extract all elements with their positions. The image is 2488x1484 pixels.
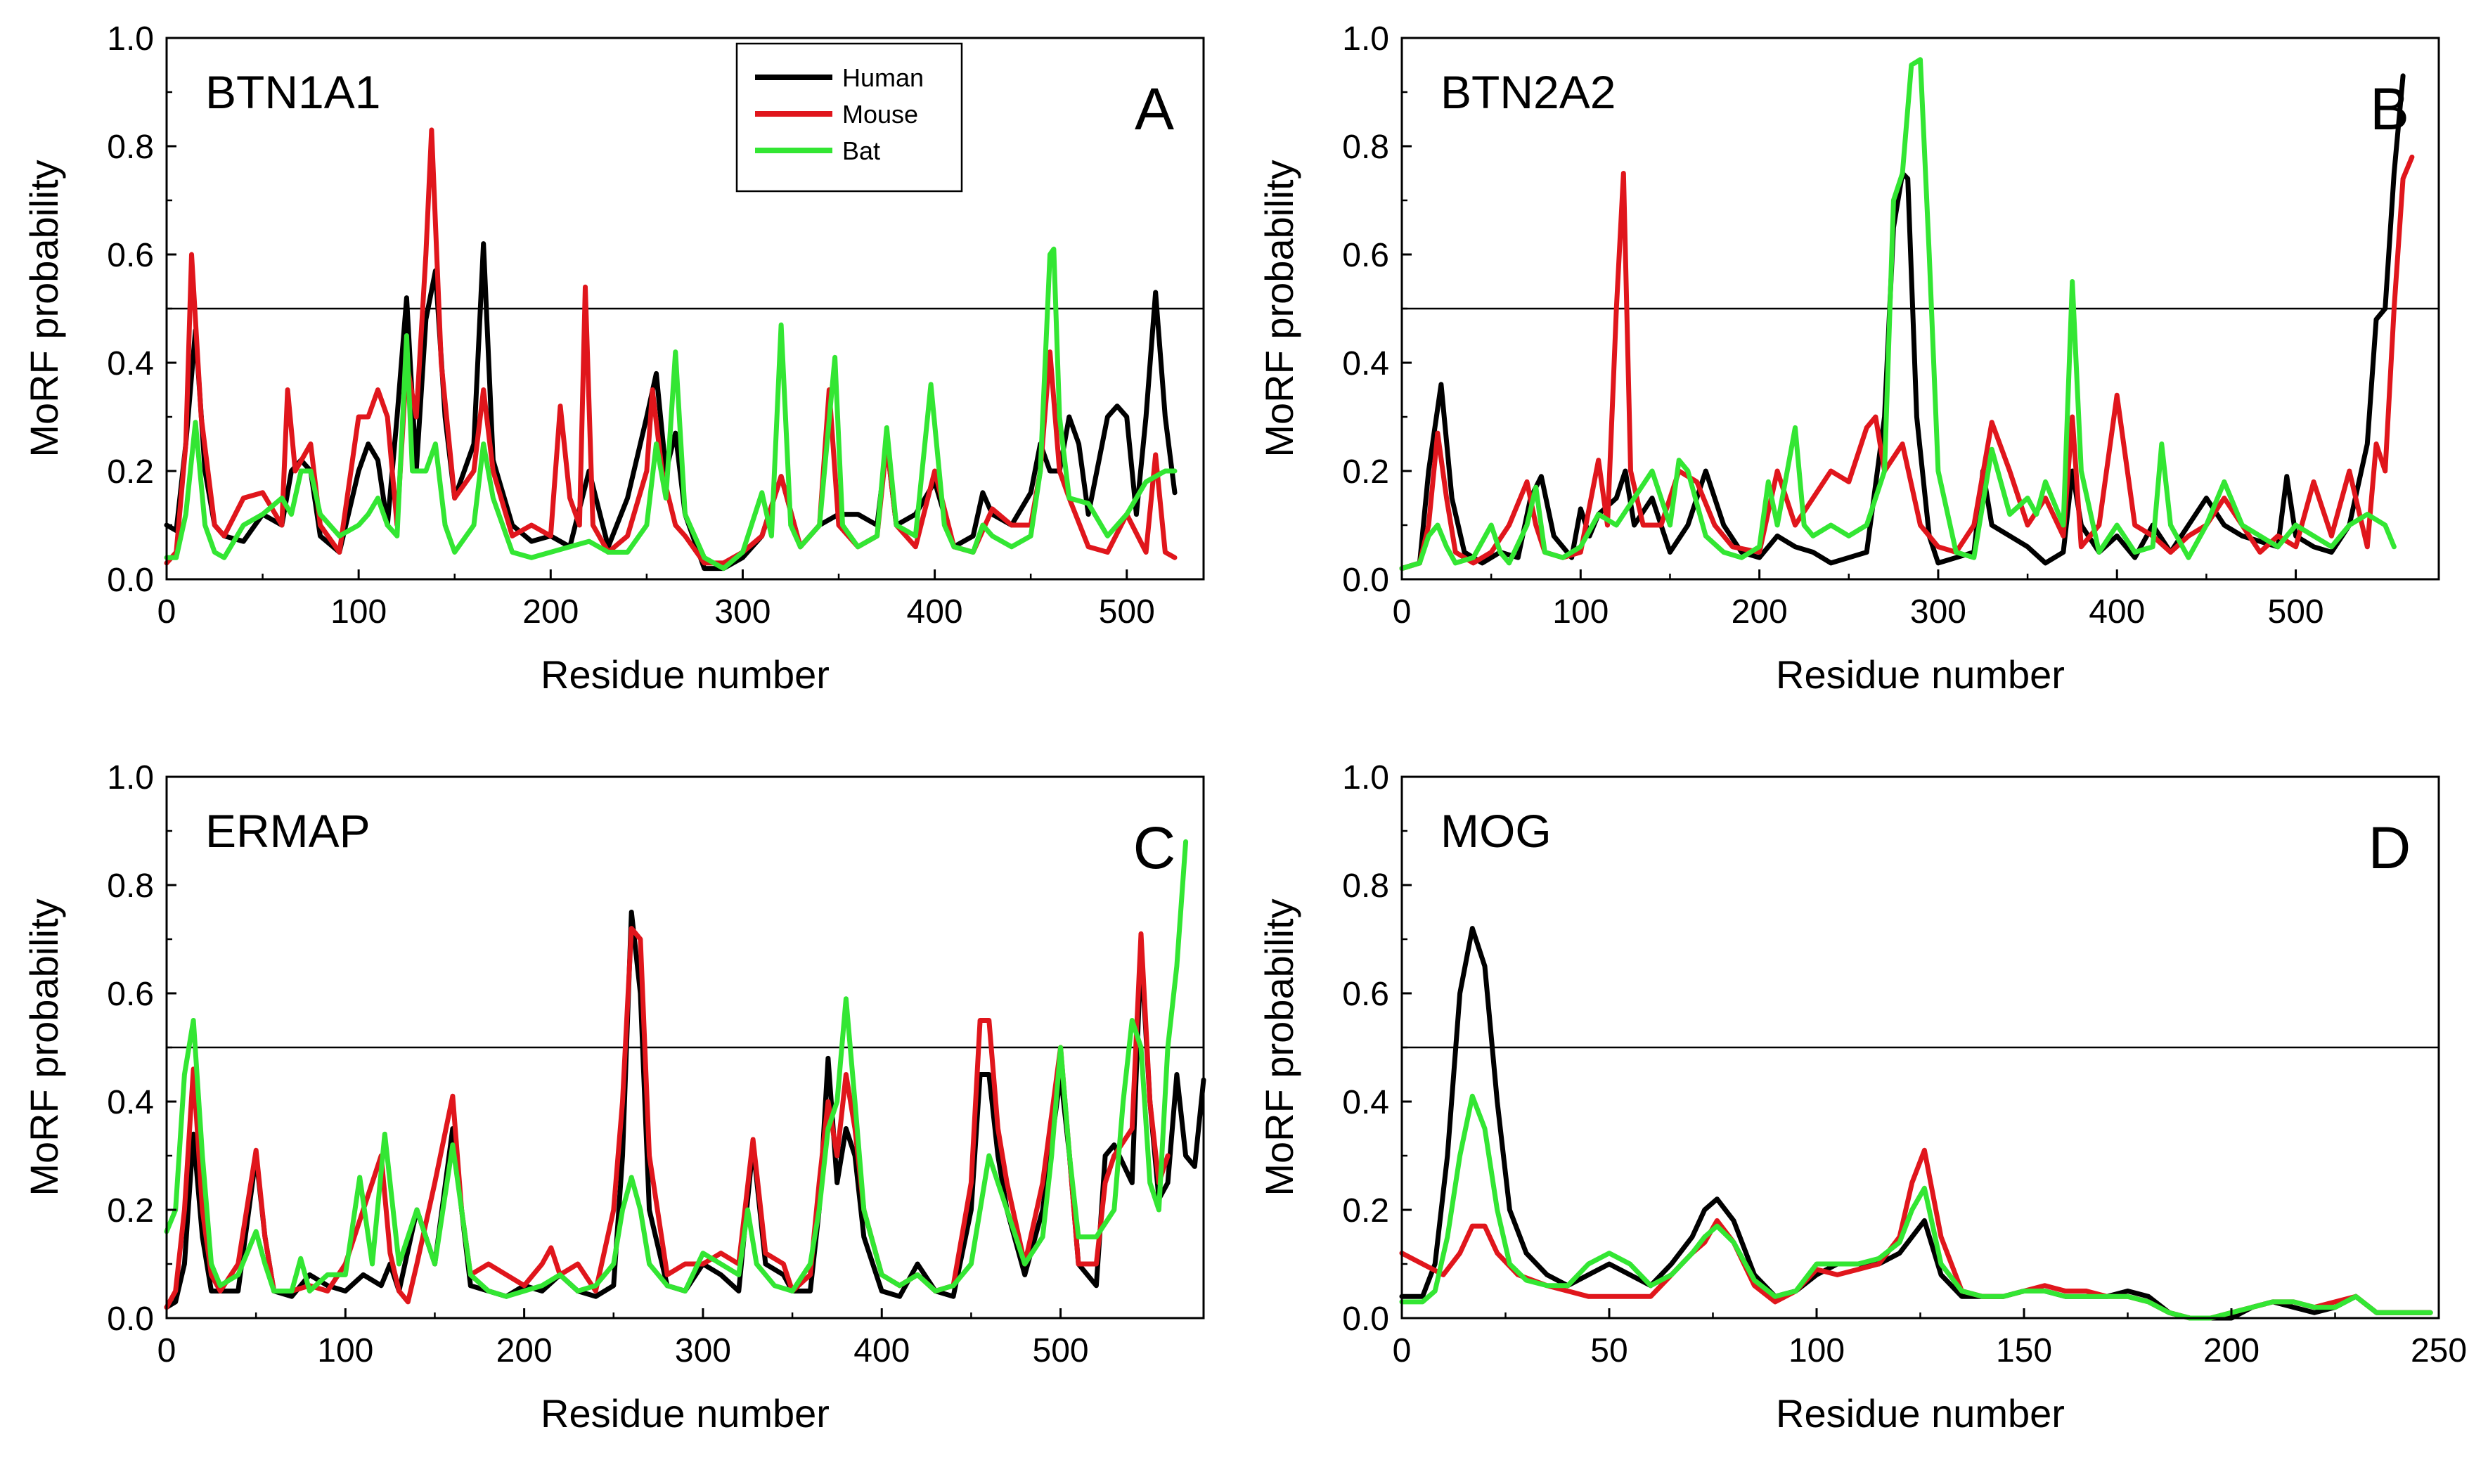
legend: Human Mouse Bat	[735, 42, 963, 193]
y-tick-label-d: 0.4	[1342, 1084, 1389, 1121]
y-tick-label-a: 0.0	[107, 562, 154, 599]
panel-letter-d: D	[2368, 815, 2411, 881]
y-tick-label-a: 0.6	[107, 237, 154, 274]
series-group-a	[164, 127, 1178, 572]
panel-title-a: BTN1A1	[205, 66, 380, 118]
y-tick-label-a: 0.2	[107, 453, 154, 491]
x-tick-label-b: 200	[1732, 593, 1788, 631]
x-tick-label-d: 50	[1590, 1332, 1627, 1369]
y-axis-title-a: MoRF probability	[22, 160, 66, 457]
legend-label-human: Human	[842, 63, 924, 92]
legend-label-bat: Bat	[842, 136, 880, 165]
y-tick-label-c: 0.8	[107, 867, 154, 905]
series-line-bat-a	[164, 246, 1178, 572]
panel-letter-b: B	[2370, 76, 2409, 142]
x-tick-label-a: 400	[907, 593, 963, 631]
series-group-c	[164, 839, 1206, 1310]
x-axis-title-d: Residue number	[1776, 1391, 2065, 1435]
x-tick-label-a: 0	[157, 593, 176, 631]
y-tick-label-b: 0.2	[1342, 453, 1389, 491]
y-axis-title-b: MoRF probability	[1257, 160, 1301, 457]
panel-title-d: MOG	[1440, 805, 1552, 857]
y-tick-label-a: 1.0	[107, 20, 154, 58]
x-tick-label-a: 100	[330, 593, 387, 631]
series-group-d	[1399, 926, 2433, 1321]
x-tick-label-c: 0	[157, 1332, 176, 1369]
y-tick-label-d: 1.0	[1342, 759, 1389, 796]
y-tick-label-c: 0.4	[107, 1084, 154, 1121]
x-tick-label-b: 0	[1393, 593, 1412, 631]
panel-letter-a: A	[1135, 76, 1174, 142]
legend-label-mouse: Mouse	[842, 100, 918, 129]
x-axis-title-a: Residue number	[541, 652, 830, 697]
y-tick-label-d: 0.6	[1342, 976, 1389, 1013]
panel-title-c: ERMAP	[205, 805, 370, 857]
x-tick-label-d: 250	[2411, 1332, 2467, 1369]
series-line-bat-d	[1399, 1093, 2433, 1321]
series-line-mouse-c	[164, 926, 1171, 1310]
panel-d: 0 50 100 150 200 250 0.0 0.2 0.4 0.6 0.8 1.0 Residue…	[1257, 759, 2467, 1435]
y-tick-label-b: 0.8	[1342, 129, 1389, 166]
y-tick-label-d: 0.8	[1342, 867, 1389, 905]
panel-a: 0 100 200 300 400 500 0.0 0.2 0.4 0.6 0.8 1.0 Residu…	[22, 20, 1205, 697]
x-tick-label-b: 100	[1552, 593, 1609, 631]
x-tick-label-c: 300	[675, 1332, 731, 1369]
y-tick-label-c: 0.0	[107, 1301, 154, 1338]
x-axis-title-c: Residue number	[541, 1391, 830, 1435]
x-tick-label-c: 100	[317, 1332, 373, 1369]
y-tick-label-c: 1.0	[107, 759, 154, 796]
x-tick-label-c: 400	[853, 1332, 910, 1369]
y-tick-label-b: 0.0	[1342, 562, 1389, 599]
x-tick-label-a: 500	[1099, 593, 1155, 631]
x-tick-label-a: 300	[714, 593, 771, 631]
x-tick-label-c: 500	[1033, 1332, 1089, 1369]
series-line-bat-b	[1399, 57, 2397, 572]
x-tick-label-d: 150	[1996, 1332, 2052, 1369]
panel-b: 0 100 200 300 400 500 0.0 0.2 0.4 0.6 0.8 1.0 Residu…	[1257, 20, 2440, 697]
x-tick-label-d: 200	[2203, 1332, 2260, 1369]
panel-c: 0 100 200 300 400 500 0.0 0.2 0.4 0.6 0.8 1.0 Residu…	[22, 759, 1206, 1435]
x-axis-title-b: Residue number	[1776, 652, 2065, 697]
panel-letter-c: C	[1133, 815, 1176, 881]
x-tick-label-b: 400	[2089, 593, 2145, 631]
y-tick-label-a: 0.4	[107, 345, 154, 382]
x-tick-label-d: 0	[1393, 1332, 1412, 1369]
x-tick-label-d: 100	[1788, 1332, 1845, 1369]
y-tick-label-a: 0.8	[107, 129, 154, 166]
x-tick-label-b: 300	[1910, 593, 1966, 631]
y-tick-label-c: 0.6	[107, 976, 154, 1013]
y-tick-label-d: 0.2	[1342, 1192, 1389, 1230]
y-axis-title-c: MoRF probability	[22, 898, 66, 1196]
y-tick-label-d: 0.0	[1342, 1301, 1389, 1338]
series-line-bat-c	[164, 839, 1189, 1299]
x-tick-label-a: 200	[522, 593, 579, 631]
y-tick-label-b: 1.0	[1342, 20, 1389, 58]
x-tick-label-c: 200	[496, 1332, 553, 1369]
y-tick-label-b: 0.4	[1342, 345, 1389, 382]
y-tick-label-c: 0.2	[107, 1192, 154, 1230]
panel-title-b: BTN2A2	[1440, 66, 1616, 118]
y-axis-title-d: MoRF probability	[1257, 898, 1301, 1196]
x-tick-label-b: 500	[2268, 593, 2324, 631]
y-tick-label-b: 0.6	[1342, 237, 1389, 274]
legend-box	[735, 42, 963, 193]
series-group-b	[1399, 57, 2415, 572]
